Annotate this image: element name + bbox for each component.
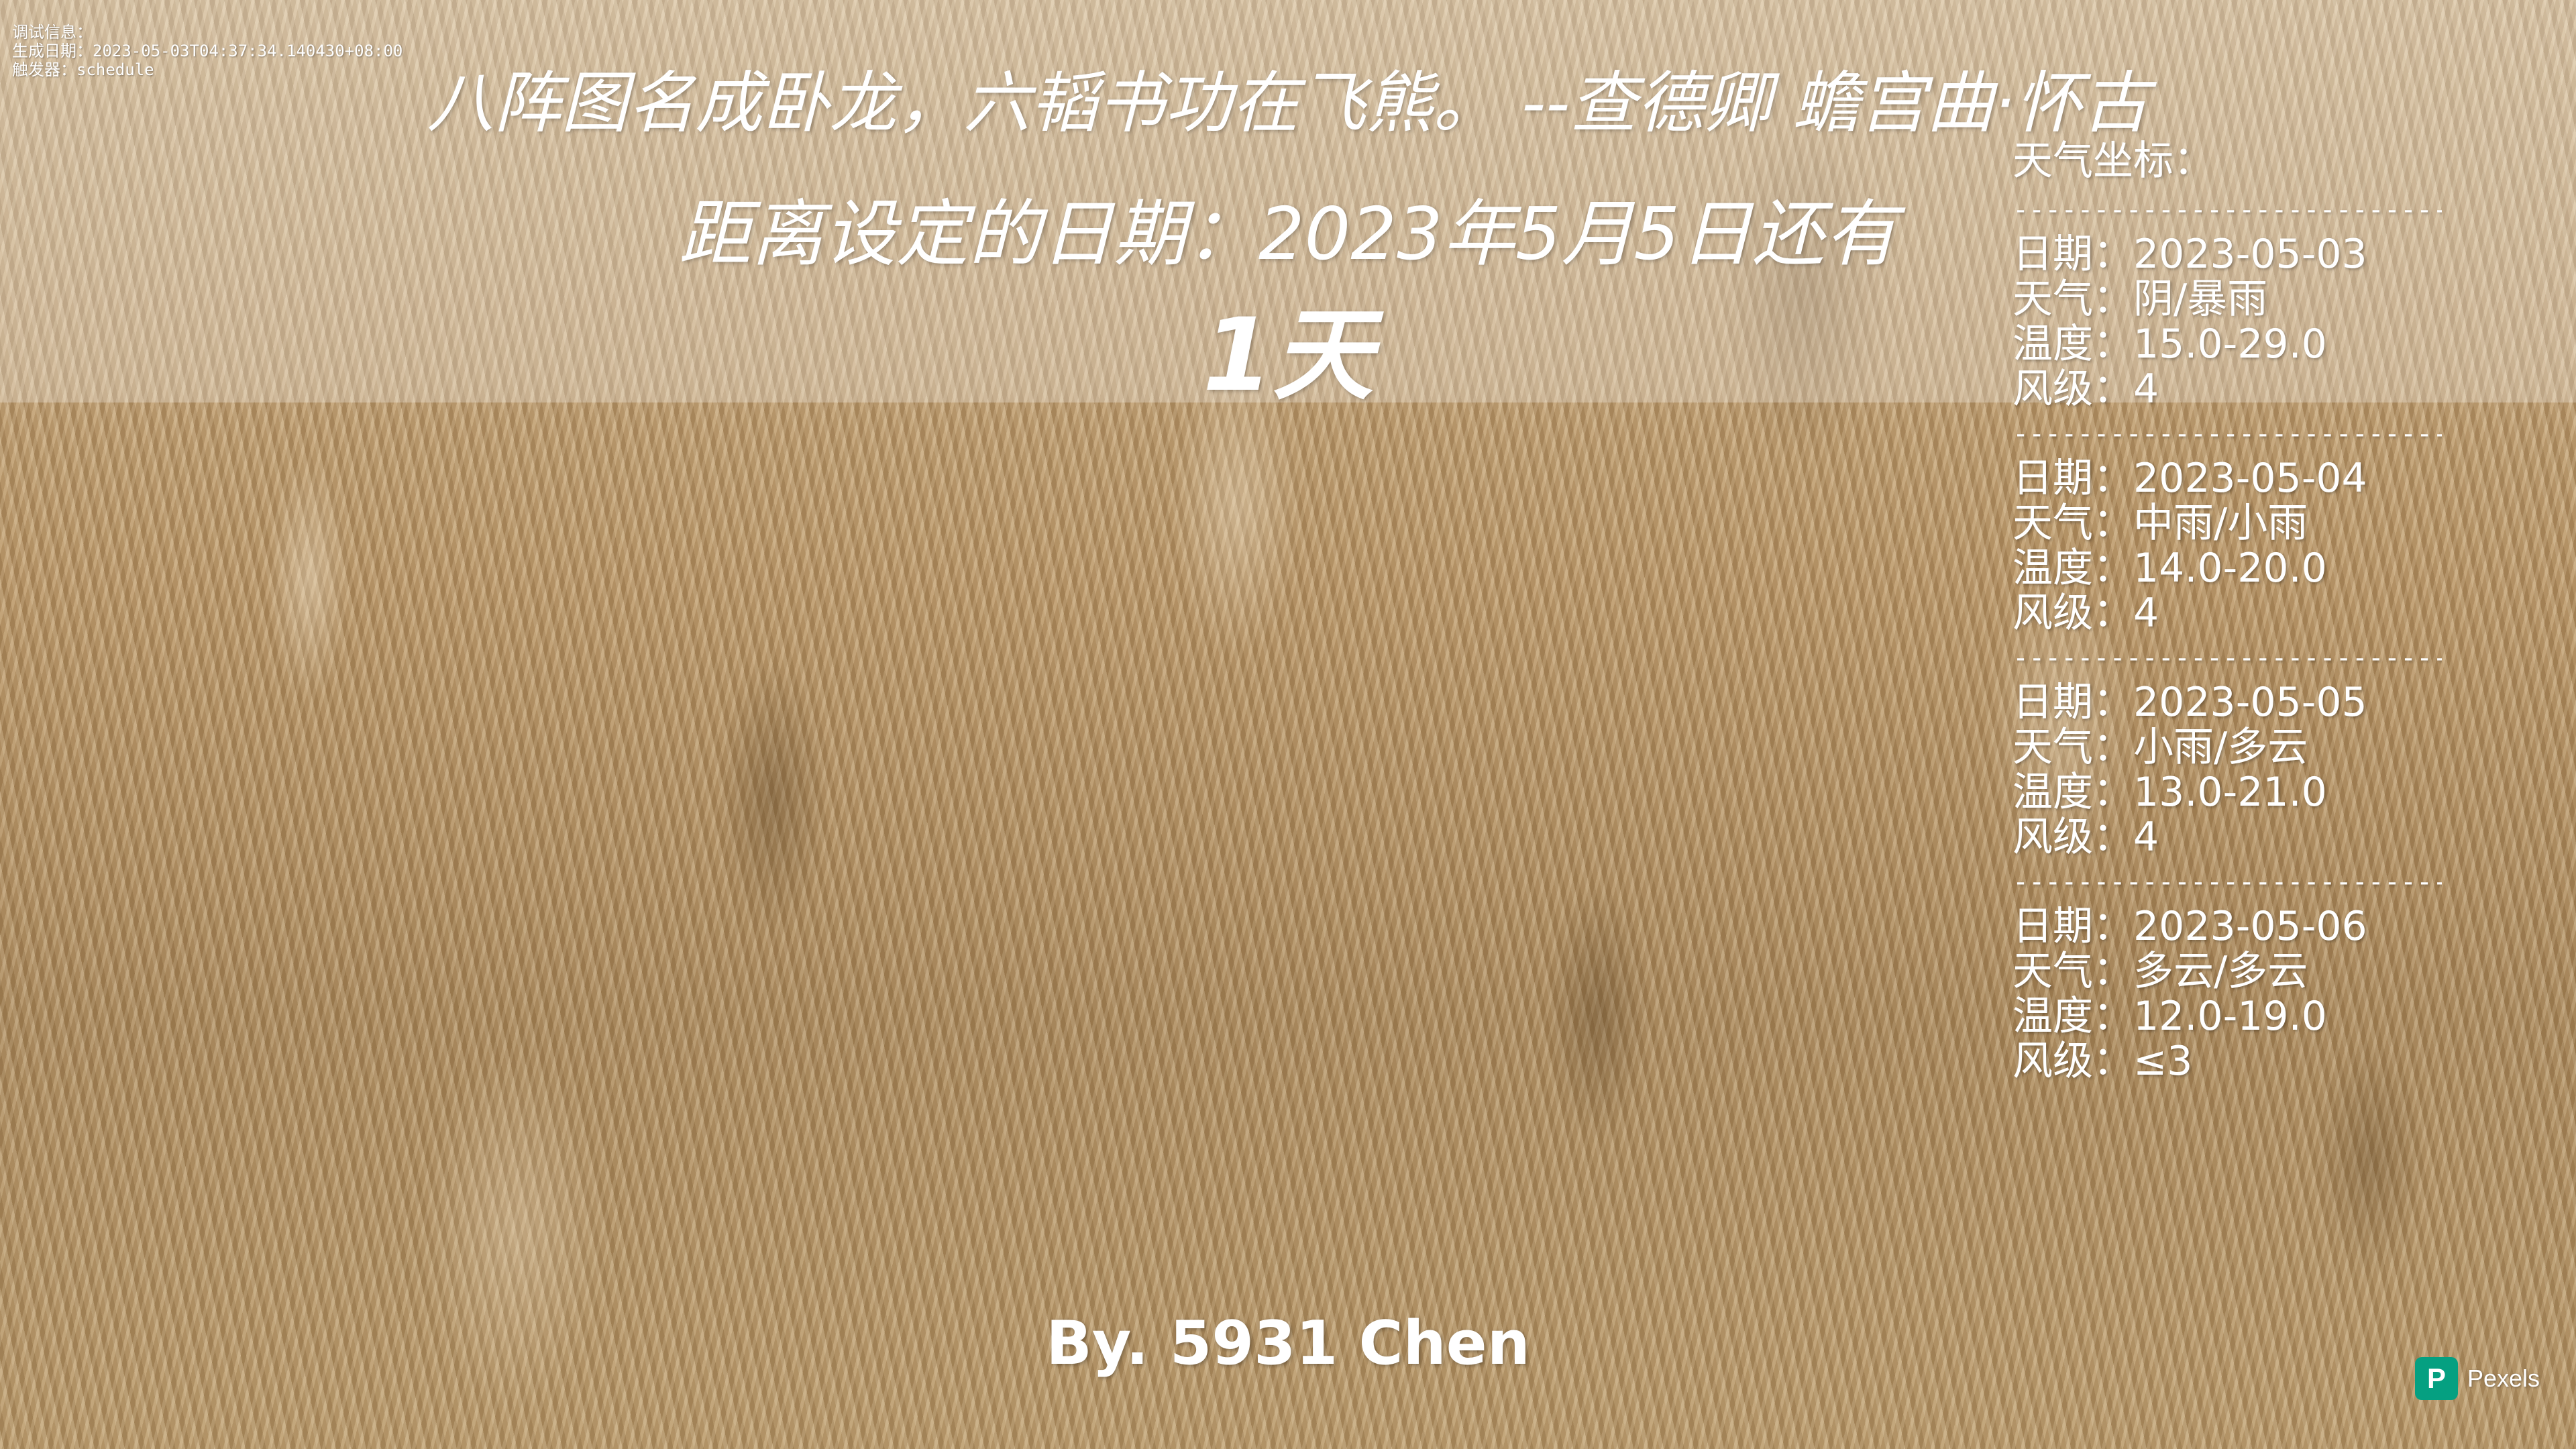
debug-trigger: 触发器：schedule	[12, 60, 154, 79]
weather-date: 日期：2023-05-06	[2012, 903, 2367, 950]
weather-separator: ----------------------------	[2012, 643, 2442, 674]
debug-info: 调试信息： 生成日期：2023-05-03T04:37:34.140430+08…	[12, 23, 402, 79]
weather-temperature: 温度：14.0-20.0	[2012, 545, 2327, 592]
weather-date: 日期：2023-05-05	[2012, 679, 2367, 726]
countdown-value: 1天	[1202, 297, 1374, 414]
weather-separator: ----------------------------	[2012, 867, 2442, 898]
pexels-watermark: P Pexels	[2415, 1356, 2540, 1401]
countdown-label: 距离设定的日期：2023年5月5日还有	[678, 193, 1898, 276]
weather-temperature: 温度：12.0-19.0	[2012, 993, 2327, 1040]
weather-day: 日期：2023-05-05 天气：小雨/多云 温度：13.0-21.0 风级：4	[2012, 680, 2442, 860]
debug-generated-date: 生成日期：2023-05-03T04:37:34.140430+08:00	[12, 42, 403, 60]
pexels-watermark-text: Pexels	[2467, 1364, 2540, 1392]
weather-wind: 风级：4	[2012, 590, 2159, 637]
weather-date: 日期：2023-05-04	[2012, 455, 2367, 502]
poem-quote: 八阵图名成卧龙，六韬书功在飞熊。 --查德卿 蟾宫曲·怀古	[427, 64, 2149, 142]
author-signature: By. 5931 Chen	[1046, 1308, 1530, 1379]
weather-day: 日期：2023-05-03 天气：阴/暴雨 温度：15.0-29.0 风级：4	[2012, 232, 2442, 412]
weather-temperature: 温度：15.0-29.0	[2012, 321, 2327, 368]
weather-condition: 天气：小雨/多云	[2012, 724, 2308, 771]
weather-wind: 风级：4	[2012, 814, 2159, 861]
weather-title: 天气坐标：	[2012, 138, 2214, 184]
weather-condition: 天气：阴/暴雨	[2012, 276, 2268, 323]
weather-date: 日期：2023-05-03	[2012, 231, 2367, 278]
weather-separator: ----------------------------	[2012, 419, 2442, 449]
debug-title: 调试信息：	[12, 23, 93, 42]
weather-panel: 天气坐标： ---------------------------- 日期：20…	[2012, 134, 2442, 1084]
weather-wind: 风级：≤3	[2012, 1038, 2193, 1085]
weather-day: 日期：2023-05-04 天气：中雨/小雨 温度：14.0-20.0 风级：4	[2012, 456, 2442, 636]
weather-day: 日期：2023-05-06 天气：多云/多云 温度：12.0-19.0 风级：≤…	[2012, 904, 2442, 1084]
weather-condition: 天气：中雨/小雨	[2012, 500, 2308, 547]
weather-condition: 天气：多云/多云	[2012, 948, 2308, 995]
weather-wind: 风级：4	[2012, 366, 2159, 413]
header-overlay-band	[0, 0, 2576, 402]
pexels-logo-icon: P	[2415, 1357, 2458, 1400]
weather-temperature: 温度：13.0-21.0	[2012, 769, 2327, 816]
weather-separator: ----------------------------	[2012, 195, 2442, 225]
